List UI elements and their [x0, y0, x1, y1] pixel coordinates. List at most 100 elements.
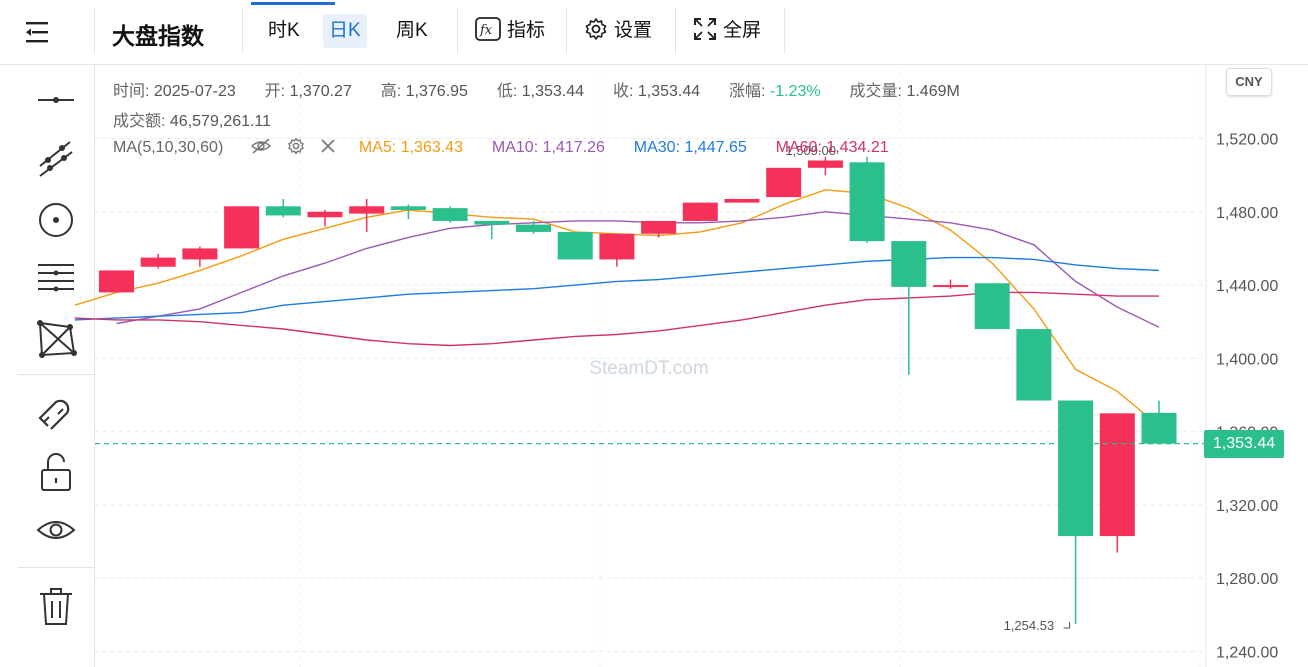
menu-collapse-button[interactable] [18, 14, 94, 50]
fibonacci-icon[interactable] [34, 257, 78, 301]
candle [1058, 400, 1094, 625]
candle-body [182, 248, 218, 260]
indicator-button[interactable]: fx 指标 [475, 14, 545, 48]
currency-badge[interactable]: CNY [1226, 68, 1272, 96]
candle [557, 231, 593, 260]
close-value: 1,353.44 [637, 83, 701, 100]
candle-body [474, 220, 510, 225]
candle [891, 241, 927, 375]
candles [99, 156, 1177, 625]
fullscreen-icon [694, 18, 716, 40]
trash-icon[interactable] [34, 584, 78, 628]
candle [516, 220, 551, 234]
candle-body [891, 241, 927, 287]
y-tick-label: 1,480.00 [1216, 205, 1278, 222]
ohlc-info: 时间: 2025-07-23 开: 1,370.27 高: 1,376.95 低… [113, 77, 960, 101]
candle-body [724, 198, 760, 203]
eye-off-icon[interactable] [250, 138, 272, 154]
toolbar-divider [18, 567, 94, 568]
turnover-label: 成交额: [113, 113, 166, 130]
candle-body [140, 257, 176, 267]
trend-line-icon[interactable] [34, 136, 78, 180]
volume-value: 1.469M [906, 83, 960, 100]
candle [933, 279, 968, 289]
ma60-value: MA60: 1,434.21 [775, 139, 889, 156]
low-label: 低: [496, 83, 518, 100]
candle [224, 206, 260, 249]
open-label: 开: [264, 83, 286, 100]
open-value: 1,370.27 [289, 83, 352, 100]
ma-settings-icon[interactable] [287, 137, 305, 155]
candle [432, 206, 468, 223]
unlock-icon[interactable] [34, 450, 78, 494]
candle [682, 202, 718, 221]
y-tick-label: 1,240.00 [1216, 645, 1278, 662]
candle-body [682, 202, 718, 221]
tab-weekly[interactable]: 周K [396, 20, 428, 41]
candle [182, 246, 218, 267]
candle-body [99, 270, 134, 293]
y-tick-label: 1,440.00 [1216, 278, 1278, 295]
settings-button[interactable]: 设置 [584, 14, 652, 48]
candle-body [599, 233, 635, 260]
candle-body [432, 208, 468, 221]
ma30-line [74, 256, 1160, 321]
magnet-icon[interactable] [34, 388, 78, 432]
ma10-value: MA10: 1,417.26 [491, 139, 605, 156]
turnover-info: 成交额: 46,579,261.11 [113, 107, 271, 131]
candle-body [349, 206, 385, 214]
divider [675, 8, 676, 54]
eye-icon[interactable] [34, 508, 78, 552]
y-tick-label: 1,400.00 [1216, 351, 1278, 368]
tab-hourly[interactable]: 时K [268, 20, 300, 41]
ma5-value: MA5: 1,363.43 [358, 139, 463, 156]
candle [265, 198, 301, 218]
high-value: 1,376.95 [405, 83, 468, 100]
time-label: 时间: [113, 83, 150, 100]
candle-body [933, 285, 968, 288]
candle-body [307, 211, 343, 218]
candle-body [641, 220, 677, 234]
max-price-label: 1,509.00 [785, 143, 836, 158]
tab-daily[interactable]: 日K [323, 14, 367, 48]
markers: 1,254.53 1,509.00 [95, 143, 1206, 633]
candle-body [974, 283, 1010, 330]
last-price-badge: 1,353.44 [1204, 430, 1284, 458]
drawing-toolbar [0, 64, 95, 667]
candle [390, 204, 426, 220]
candle [474, 220, 510, 240]
candle [599, 233, 635, 267]
y-tick-label: 1,320.00 [1216, 498, 1278, 515]
active-tab-indicator [251, 2, 335, 5]
close-label: 收: [612, 83, 634, 100]
horizontal-line-icon[interactable] [34, 78, 78, 122]
change-label: 涨幅: [729, 83, 766, 100]
candle [349, 198, 385, 232]
divider [94, 8, 95, 54]
ma10-line [116, 211, 1160, 328]
fx-icon: fx [475, 17, 501, 41]
close-icon[interactable] [320, 138, 336, 154]
turnover-value: 46,579,261.11 [169, 113, 272, 130]
fullscreen-label: 全屏 [723, 20, 762, 41]
polygon-tool-icon[interactable] [34, 317, 78, 361]
candle-body [516, 224, 551, 232]
candle [1016, 329, 1052, 401]
time-value: 2025-07-23 [153, 83, 236, 100]
settings-label: 设置 [614, 20, 653, 41]
indicator-label: 指标 [507, 20, 546, 41]
candle-body [1058, 400, 1094, 537]
y-tick-label: 1,520.00 [1216, 132, 1278, 149]
ma30-value: MA30: 1,447.65 [633, 139, 747, 156]
fullscreen-button[interactable]: 全屏 [693, 14, 761, 48]
page-title: 大盘指数 [112, 23, 204, 49]
divider [457, 8, 458, 54]
candle [99, 270, 134, 293]
circle-tool-icon[interactable] [34, 198, 78, 242]
svg-text:fx: fx [479, 23, 493, 38]
candle [1099, 413, 1135, 553]
menu-collapse-icon [26, 22, 48, 43]
y-axis: 1,240.001,280.001,320.001,360.001,400.00… [1216, 132, 1278, 662]
candle [724, 198, 760, 203]
